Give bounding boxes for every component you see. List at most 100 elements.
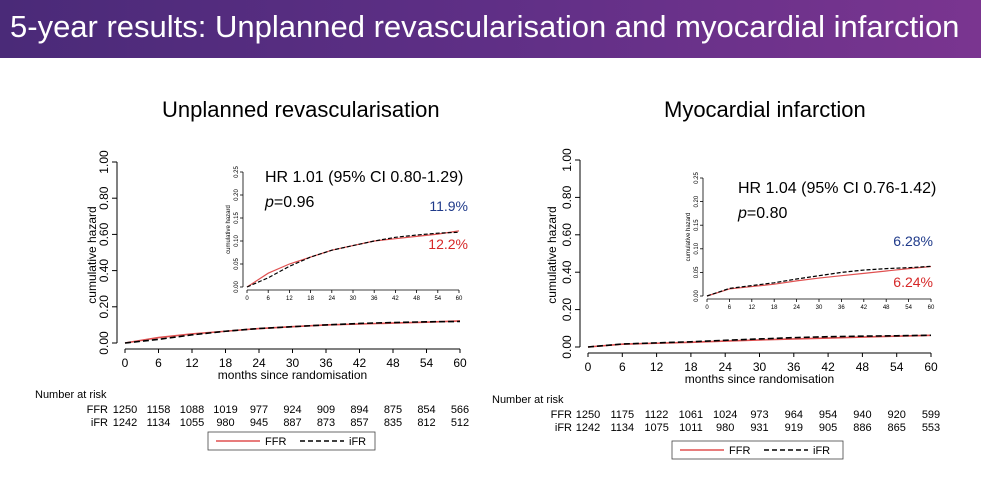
p1-inset-x-tick-label: 42 bbox=[860, 305, 867, 311]
p1-inset-y-axis-label: cumulative hazard bbox=[686, 213, 692, 262]
p1-x-tick-label: 42 bbox=[821, 360, 835, 374]
p0-label-ifr-percent: 11.9% bbox=[429, 198, 468, 214]
p0-risk-row-ffr-value: 894 bbox=[350, 404, 368, 416]
p1-risk-row-ffr-value: 1061 bbox=[679, 409, 703, 421]
p1-x-tick-label: 30 bbox=[753, 360, 767, 374]
p0-x-tick-label: 54 bbox=[420, 356, 434, 370]
p1-risk-row-ifr-value: 905 bbox=[819, 422, 837, 434]
p0-risk-row-ffr-value: 1250 bbox=[113, 404, 137, 416]
p0-y-tick-label: 0.60 bbox=[97, 222, 111, 246]
p0-inset-y-tick-label: 0.25 bbox=[234, 166, 240, 178]
p1-inset-x-tick-label: 60 bbox=[928, 305, 935, 311]
p0-risk-table-header: Number at risk bbox=[35, 389, 107, 401]
p1-y-tick-label: 0.00 bbox=[560, 335, 574, 359]
p1-risk-row-ifr-value: 1011 bbox=[679, 422, 703, 434]
p0-y-tick-label: 1.00 bbox=[97, 150, 111, 174]
p1-inset-y-tick-label: 0.05 bbox=[694, 266, 700, 278]
p0-risk-row-ifr-value: 812 bbox=[417, 417, 435, 429]
p1-y-tick-label: 0.60 bbox=[560, 223, 574, 247]
p1-x-tick-label: 24 bbox=[719, 360, 733, 374]
p1-risk-row-ifr-value: 886 bbox=[853, 422, 871, 434]
title-banner: 5-year results: Unplanned revascularisat… bbox=[0, 0, 981, 58]
p0-risk-row-ifr-value: 857 bbox=[350, 417, 368, 429]
p1-inset-x-tick-label: 30 bbox=[816, 305, 823, 311]
p0-inset-x-tick-label: 12 bbox=[286, 296, 293, 302]
p1-risk-row-ifr-value: 980 bbox=[716, 422, 734, 434]
p0-x-tick-label: 24 bbox=[252, 356, 266, 370]
p1-inset-x-tick-label: 0 bbox=[705, 305, 709, 311]
p0-x-tick-label: 42 bbox=[353, 356, 367, 370]
p1-label-ffr-percent: 6.24% bbox=[893, 274, 933, 290]
p0-inset-y-tick-label: 0.00 bbox=[234, 281, 240, 293]
p1-series-ifr-line bbox=[587, 334, 932, 348]
p1-hazard-ratio-text: HR 1.04 (95% CI 0.76-1.42) bbox=[738, 180, 936, 197]
p1-inset-x-tick-label: 48 bbox=[883, 305, 890, 311]
p1-risk-row-ffr-value: 1024 bbox=[713, 409, 737, 421]
p1-x-tick-label: 54 bbox=[890, 360, 904, 374]
p1-risk-row-ifr-value: 1242 bbox=[576, 422, 600, 434]
p0-inset-x-tick-label: 6 bbox=[267, 296, 271, 302]
p1-p-value-text: p=0.80 bbox=[737, 205, 787, 222]
p1-p-label: p bbox=[737, 205, 747, 222]
p0-inset-y-tick-label: 0.10 bbox=[234, 235, 240, 247]
p0-risk-row-ifr-value: 1242 bbox=[113, 417, 137, 429]
p1-risk-row-ffr-value: 1122 bbox=[645, 409, 669, 421]
p0-risk-row-ffr-value: 924 bbox=[283, 404, 301, 416]
p1-risk-row-ifr-value: 919 bbox=[785, 422, 803, 434]
p1-inset-series-ffr-line bbox=[706, 265, 932, 297]
p0-risk-row-ifr-value: 512 bbox=[451, 417, 469, 429]
p0-risk-row-ffr-value: 1019 bbox=[213, 404, 237, 416]
p0-x-tick-label: 0 bbox=[122, 356, 129, 370]
p0-legend-ifr-label: iFR bbox=[349, 436, 366, 448]
p0-risk-row-ifr-value: 1055 bbox=[180, 417, 204, 429]
p0-p-value-text: p=0.96 bbox=[264, 194, 314, 211]
p1-legend-ffr-label: FFR bbox=[729, 445, 750, 457]
p1-inset-y-tick-label: 0.25 bbox=[694, 172, 700, 184]
p1-risk-row-ffr-value: 973 bbox=[750, 409, 768, 421]
p1-inset-series-ifr-line bbox=[706, 265, 932, 297]
p0-risk-row-ffr-value: 566 bbox=[451, 404, 469, 416]
p1-risk-row-ffr-name: FFR bbox=[551, 409, 572, 421]
p1-risk-row-ifr-value: 553 bbox=[922, 422, 940, 434]
p0-risk-row-ifr-name: iFR bbox=[91, 417, 108, 429]
p1-inset-x-tick-label: 24 bbox=[793, 305, 800, 311]
p1-risk-row-ifr-value: 865 bbox=[888, 422, 906, 434]
p1-risk-table-header: Number at risk bbox=[492, 394, 564, 406]
p0-inset-x-tick-label: 24 bbox=[328, 296, 335, 302]
p1-risk-row-ifr-value: 1134 bbox=[610, 422, 634, 434]
p1-x-tick-label: 48 bbox=[856, 360, 870, 374]
p0-x-tick-label: 48 bbox=[386, 356, 400, 370]
p0-label-ffr-percent: 12.2% bbox=[428, 236, 468, 252]
p1-p-value: =0.80 bbox=[747, 205, 788, 222]
p1-risk-row-ffr-value: 1250 bbox=[576, 409, 600, 421]
p0-inset-x-tick-label: 0 bbox=[245, 296, 249, 302]
p1-inset-x-tick-label: 18 bbox=[771, 305, 778, 311]
p0-inset-y-tick-label: 0.15 bbox=[234, 212, 240, 224]
p0-risk-row-ifr-value: 887 bbox=[283, 417, 301, 429]
p0-risk-row-ifr-value: 945 bbox=[250, 417, 268, 429]
p1-inset-y-tick-label: 0.10 bbox=[694, 242, 700, 254]
p1-x-tick-label: 18 bbox=[684, 360, 698, 374]
p0-x-tick-label: 36 bbox=[319, 356, 333, 370]
p1-risk-row-ifr-name: iFR bbox=[555, 422, 572, 434]
left-panel-title: Unplanned revascularisation bbox=[162, 97, 440, 122]
p0-inset-x-tick-label: 48 bbox=[413, 296, 420, 302]
p1-series-ffr-line bbox=[587, 334, 932, 348]
p0-y-tick-label: 0.20 bbox=[97, 295, 111, 319]
p1-inset-y-tick-label: 0.00 bbox=[694, 290, 700, 302]
p0-inset-y-tick-label: 0.05 bbox=[234, 258, 240, 270]
p1-risk-row-ffr-value: 599 bbox=[922, 409, 940, 421]
p0-p-label: p bbox=[264, 194, 274, 211]
p0-risk-row-ffr-value: 1088 bbox=[180, 404, 204, 416]
p1-risk-row-ffr-value: 940 bbox=[853, 409, 871, 421]
p0-y-tick-label: 0.40 bbox=[97, 259, 111, 283]
p0-inset-y-tick-label: 0.20 bbox=[234, 189, 240, 201]
p0-x-tick-label: 12 bbox=[185, 356, 199, 370]
p0-inset-series-ffr-line bbox=[246, 230, 460, 288]
p0-risk-row-ifr-value: 1134 bbox=[147, 417, 171, 429]
p1-y-tick-label: 1.00 bbox=[560, 148, 574, 172]
p1-x-tick-label: 0 bbox=[585, 360, 592, 374]
p0-x-axis-label: months since randomisation bbox=[218, 368, 367, 382]
p0-hazard-ratio-text: HR 1.01 (95% CI 0.80-1.29) bbox=[265, 169, 463, 186]
right-panel-title: Myocardial infarction bbox=[664, 97, 866, 122]
